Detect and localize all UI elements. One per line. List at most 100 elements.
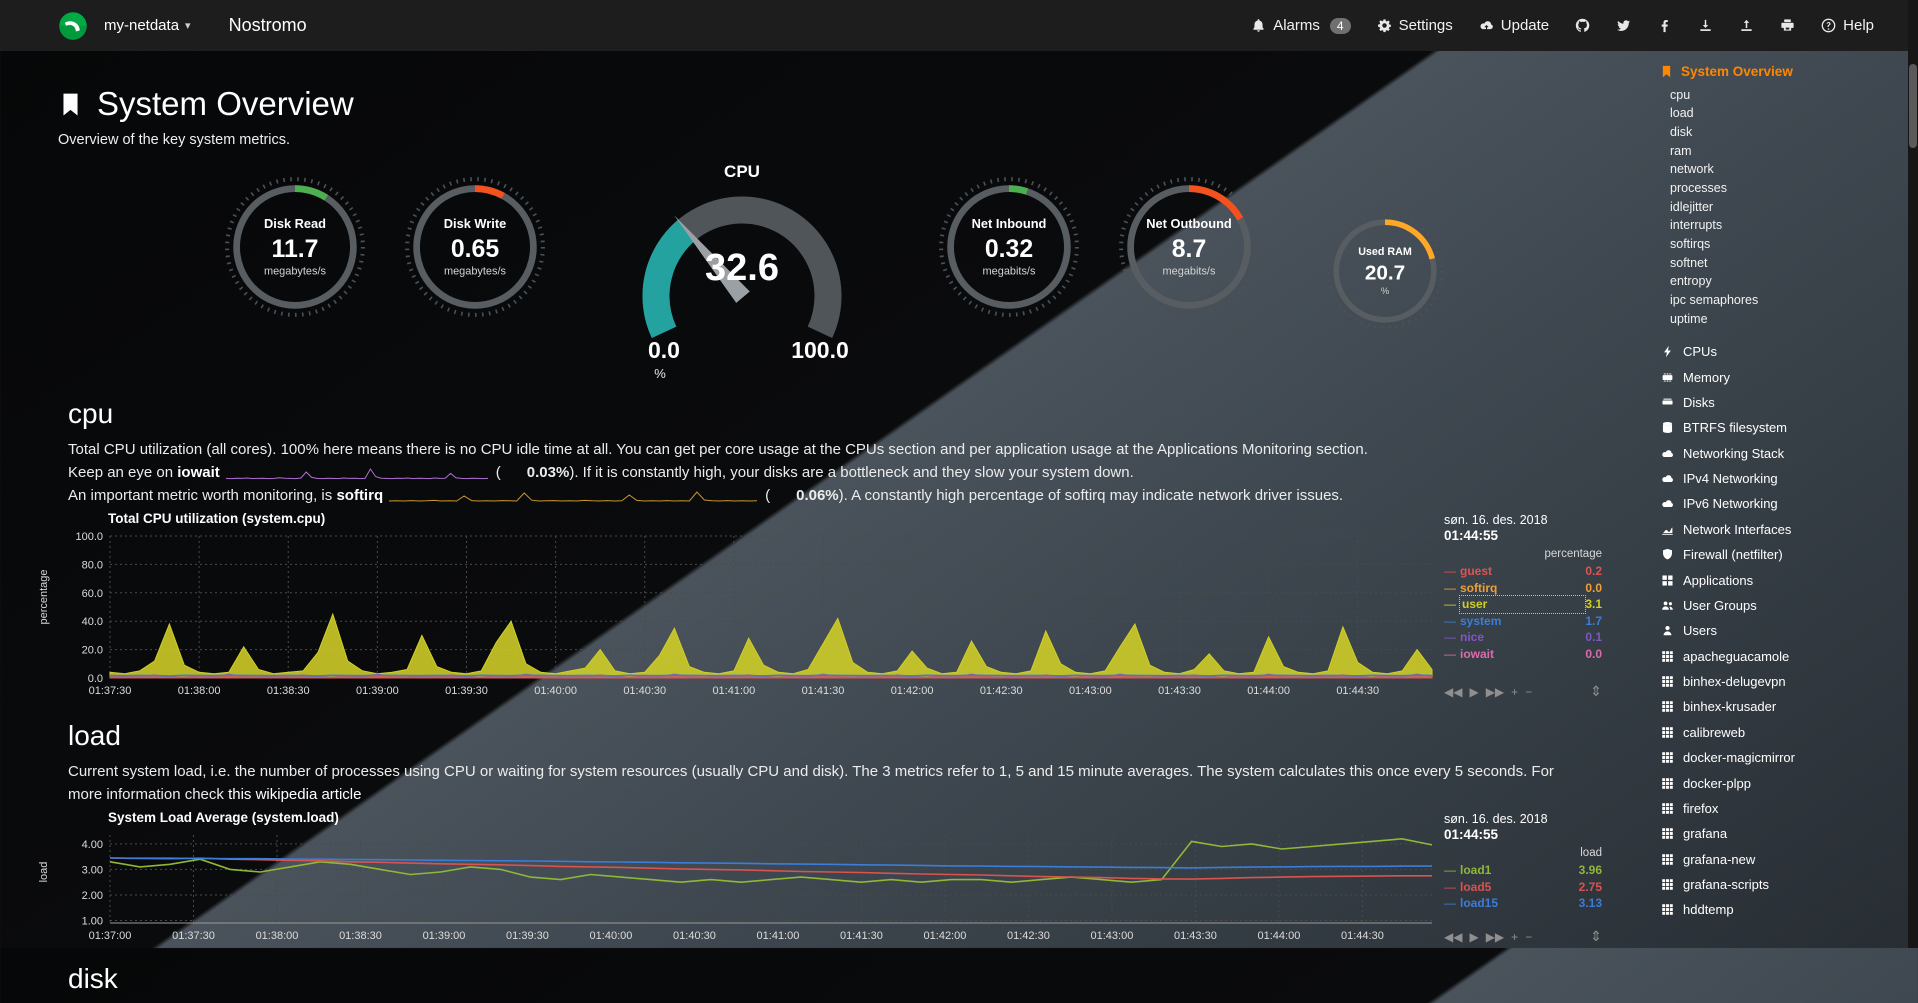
chart-play-button-icon[interactable]: ▶: [1469, 929, 1479, 944]
sidebar-item-binhex-krusader[interactable]: binhex-krusader: [1660, 694, 1902, 719]
svg-text:01:41:30: 01:41:30: [802, 685, 845, 697]
chart-zoom-out-button-icon[interactable]: −: [1525, 684, 1533, 699]
sidebar-item-networking-stack[interactable]: Networking Stack: [1660, 440, 1902, 465]
svg-text:megabits/s: megabits/s: [1163, 266, 1216, 278]
chart-play-button-icon[interactable]: ▶: [1469, 684, 1479, 699]
nav-twitter-button[interactable]: [1616, 18, 1631, 33]
softirq-sparkline[interactable]: [389, 490, 758, 503]
sidebar-item-btrfs-filesystem[interactable]: BTRFS filesystem: [1660, 415, 1902, 440]
grid-icon: [1660, 777, 1674, 790]
legend-item-load1[interactable]: — load1 3.96: [1444, 863, 1602, 877]
svg-text:01:39:00: 01:39:00: [423, 930, 466, 942]
chart-pan-right-button-icon[interactable]: ▶▶: [1485, 929, 1505, 944]
legend-item-load15[interactable]: — load15 3.13: [1444, 896, 1602, 910]
sidebar-item-user-groups[interactable]: User Groups: [1660, 593, 1902, 618]
chart-pan-left-button-icon[interactable]: ◀◀: [1444, 929, 1463, 944]
sidebar-subitem-cpu[interactable]: cpu: [1670, 87, 1691, 102]
nav-update-button[interactable]: Update: [1479, 17, 1549, 34]
chart-resize-handle-icon[interactable]: ⇕: [1590, 928, 1602, 944]
gauge-disk-read[interactable]: Disk Read 11.7 megabytes/s: [222, 174, 368, 320]
chart-pan-right-button-icon[interactable]: ▶▶: [1485, 684, 1505, 699]
nav-facebook-button[interactable]: [1657, 18, 1672, 33]
sidebar-item-docker-magicmirror[interactable]: docker-magicmirror: [1660, 745, 1902, 770]
cloud-icon: [1660, 472, 1674, 485]
grid-icon: [1660, 751, 1674, 764]
gauge-net-outbound[interactable]: Net Outbound 8.7 megabits/s: [1116, 174, 1262, 320]
sidebar-subitem-load[interactable]: load: [1670, 106, 1694, 121]
svg-text:8.7: 8.7: [1172, 236, 1207, 263]
load-description-text: Current system load, i.e. the number of …: [68, 763, 1554, 803]
sidebar-item-grafana-new[interactable]: grafana-new: [1660, 846, 1902, 871]
legend-item-system[interactable]: — system 1.7: [1444, 613, 1602, 628]
nav-help-button[interactable]: Help: [1821, 17, 1874, 34]
gauge-net-inbound[interactable]: Net Inbound 0.32 megabits/s: [936, 174, 1082, 320]
sidebar-item-firefox[interactable]: firefox: [1660, 796, 1902, 821]
nav-export-button[interactable]: [1739, 18, 1754, 33]
sidebar-subitem-processes[interactable]: processes: [1670, 181, 1727, 196]
vertical-scrollbar[interactable]: [1908, 0, 1918, 948]
nav-import-button[interactable]: [1698, 18, 1713, 33]
sidebar-subitem-softirqs[interactable]: softirqs: [1670, 237, 1711, 252]
gauge-disk-write[interactable]: Disk Write 0.65 megabytes/s: [402, 174, 548, 320]
sidebar-item-cpus[interactable]: CPUs: [1660, 339, 1902, 364]
nav-settings-button[interactable]: Settings: [1377, 17, 1453, 34]
cpu-gauge[interactable]: CPU 32.6 0.0 100.0%: [592, 162, 892, 384]
sidebar-subitem-uptime[interactable]: uptime: [1670, 311, 1708, 326]
load-chart-plot[interactable]: 01:37:00 01:37:30 01:38:00 01:38:30 01:39:00…: [60, 827, 1438, 947]
sidebar-item-docker-plpp[interactable]: docker-plpp: [1660, 770, 1902, 795]
sidebar-item-ipv6-networking[interactable]: IPv6 Networking: [1660, 491, 1902, 516]
sidebar-subitem-network[interactable]: network: [1670, 162, 1714, 177]
chart-zoom-out-button-icon[interactable]: −: [1525, 929, 1533, 944]
sidebar-item-hddtemp[interactable]: hddtemp: [1660, 897, 1902, 922]
legend-item-guest[interactable]: — guest 0.2: [1444, 564, 1602, 578]
chart-pan-left-button-icon[interactable]: ◀◀: [1444, 684, 1463, 699]
sidebar-item-calibreweb[interactable]: calibreweb: [1660, 720, 1902, 745]
legend-item-softirq[interactable]: — softirq 0.0: [1444, 580, 1602, 595]
sidebar-subitem-idlejitter[interactable]: idlejitter: [1670, 199, 1714, 214]
wikipedia-link[interactable]: this wikipedia article: [228, 786, 362, 803]
sidebar-item-binhex-delugevpn[interactable]: binhex-delugevpn: [1660, 669, 1902, 694]
netdata-logo-icon[interactable]: [58, 11, 88, 41]
sidebar-item-grafana[interactable]: grafana: [1660, 821, 1902, 846]
svg-text:4.00: 4.00: [82, 839, 103, 851]
sidebar-item-users[interactable]: Users: [1660, 618, 1902, 643]
bookmark-icon: [58, 90, 83, 119]
sidebar-item-disks[interactable]: Disks: [1660, 390, 1902, 415]
legend-item-load5[interactable]: — load5 2.75: [1444, 879, 1602, 894]
scrollbar-thumb[interactable]: [1909, 64, 1917, 148]
sidebar-item-firewall-netfilter-[interactable]: Firewall (netfilter): [1660, 542, 1902, 567]
sidebar-item-system-overview[interactable]: System Overview: [1660, 64, 1902, 79]
sidebar-item-applications[interactable]: Applications: [1660, 567, 1902, 592]
cpu-iowait-note: Keep an eye on iowait (0.03%). If it is c…: [68, 461, 1588, 484]
sidebar-subitem-entropy[interactable]: entropy: [1670, 274, 1712, 289]
chart-zoom-in-button-icon[interactable]: +: [1511, 929, 1519, 944]
gauge-used-ram[interactable]: Used RAM 20.7%: [1324, 210, 1446, 332]
legend-item-user[interactable]: — user 3.1: [1444, 595, 1602, 614]
legend-item-iowait[interactable]: — iowait 0.0: [1444, 646, 1602, 661]
sidebar-item-network-interfaces[interactable]: Network Interfaces: [1660, 517, 1902, 542]
grid-icon: [1660, 650, 1674, 663]
hostname-dropdown[interactable]: my-netdata ▾: [104, 17, 191, 34]
sidebar-subitem-ipc-semaphores[interactable]: ipc semaphores: [1670, 293, 1759, 308]
legend-item-nice[interactable]: — nice 0.1: [1444, 630, 1602, 644]
nav-print-button[interactable]: [1780, 18, 1795, 33]
legend-swatch: —: [1444, 646, 1456, 661]
sidebar-subitem-softnet[interactable]: softnet: [1670, 255, 1708, 270]
iowait-sparkline[interactable]: [225, 467, 488, 480]
nav-github-button[interactable]: [1575, 18, 1590, 33]
sidebar-subitem-disk[interactable]: disk: [1670, 124, 1693, 139]
nav-alarms-button[interactable]: Alarms 4: [1251, 17, 1351, 34]
sidebar-item-ipv4-networking[interactable]: IPv4 Networking: [1660, 466, 1902, 491]
svg-text:megabits/s: megabits/s: [983, 266, 1036, 278]
svg-text:80.0: 80.0: [82, 559, 103, 571]
sidebar-item-apacheguacamole[interactable]: apacheguacamole: [1660, 643, 1902, 668]
sidebar-subitem-ram[interactable]: ram: [1670, 143, 1692, 158]
sidebar-active-label: System Overview: [1681, 64, 1793, 79]
sidebar-item-memory[interactable]: Memory: [1660, 364, 1902, 389]
sidebar-subitem-interrupts[interactable]: interrupts: [1670, 218, 1723, 233]
sidebar-item-grafana-scripts[interactable]: grafana-scripts: [1660, 872, 1902, 897]
chart-resize-handle-icon[interactable]: ⇕: [1590, 683, 1602, 699]
chart-zoom-in-button-icon[interactable]: +: [1511, 684, 1519, 699]
cpu-chart-plot[interactable]: 01:37:30 01:38:00 01:38:30 01:39:00 01:39:30…: [60, 528, 1438, 702]
svg-text:01:41:00: 01:41:00: [757, 930, 800, 942]
